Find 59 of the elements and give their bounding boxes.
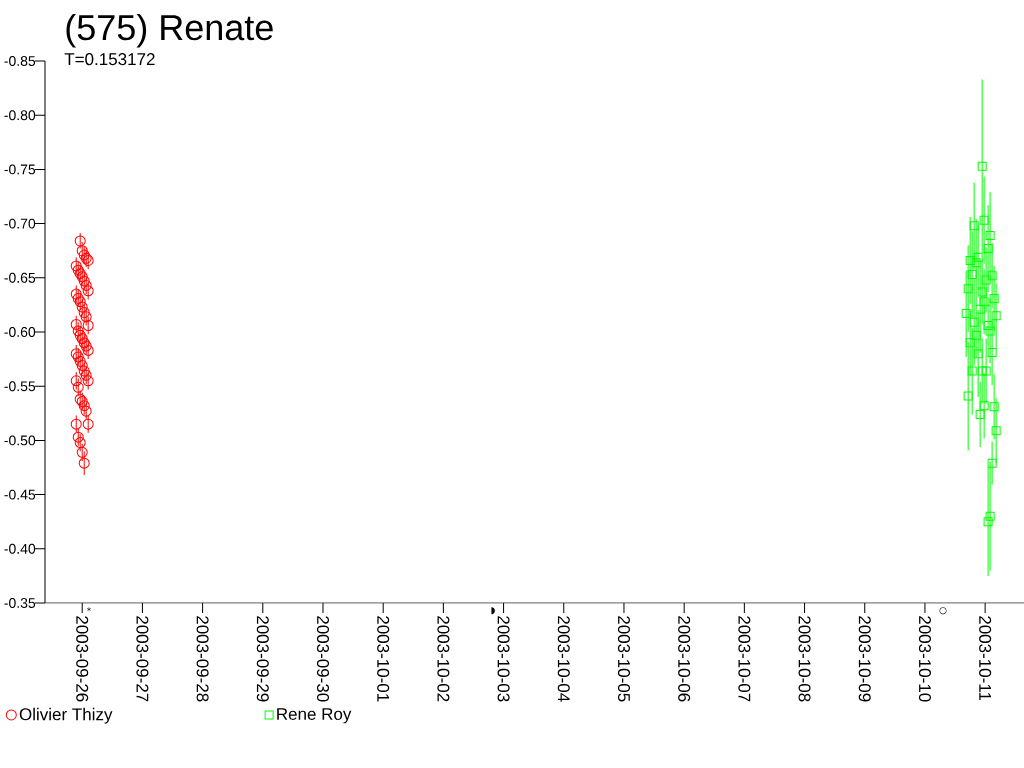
point xyxy=(983,321,993,331)
point xyxy=(961,309,971,319)
point xyxy=(965,255,975,265)
point xyxy=(977,287,987,297)
y-tick-label: -0.55 xyxy=(4,381,36,392)
chart-subtitle: T=0.153172 xyxy=(64,53,155,66)
text: ○ xyxy=(939,607,947,615)
x-tick-label: 2003-10-02 xyxy=(437,616,450,702)
x-tick-label: 2003-10-04 xyxy=(557,616,570,702)
y-tick-label: -0.80 xyxy=(4,110,36,121)
y-tick-label: -0.60 xyxy=(4,327,36,337)
y-tick-label: -0.50 xyxy=(4,435,36,446)
y-tick-label: -0.45 xyxy=(4,489,36,500)
x-tick-label: 2003-10-03 xyxy=(497,616,510,702)
point xyxy=(975,409,985,419)
legend-label: Rene Roy xyxy=(277,708,352,724)
point xyxy=(983,517,993,527)
x-tick-label: 2003-10-11 xyxy=(979,616,992,701)
x-tick-label: 2003-10-09 xyxy=(858,616,871,702)
point xyxy=(979,401,989,411)
y-tick-label: -0.70 xyxy=(4,218,36,229)
point xyxy=(977,161,987,171)
y-tick-label: -0.40 xyxy=(4,543,36,554)
x-tick-label: 2003-10-10 xyxy=(918,616,931,702)
point xyxy=(977,366,987,376)
point xyxy=(985,231,995,241)
point xyxy=(70,418,82,430)
chart-title: (575) Renate xyxy=(66,13,273,48)
point xyxy=(78,457,90,469)
point xyxy=(981,275,991,285)
point xyxy=(987,348,997,358)
point xyxy=(963,391,973,401)
y-tick-label: -0.35 xyxy=(4,598,36,608)
point xyxy=(963,284,973,294)
y-tick-label: -0.75 xyxy=(4,164,36,175)
point xyxy=(971,330,981,340)
point xyxy=(967,270,977,280)
y-tick-label: -0.85 xyxy=(4,56,36,66)
text: ◗ xyxy=(491,607,495,615)
x-tick-label: 2003-09-30 xyxy=(316,616,330,702)
x-tick-label: 2003-09-29 xyxy=(256,616,269,702)
x-tick-label: 2003-09-27 xyxy=(136,616,149,702)
x-tick-label: 2003-10-01 xyxy=(377,616,390,702)
point xyxy=(989,402,999,412)
x-tick-label: 2003-10-05 xyxy=(617,616,630,702)
point xyxy=(82,418,94,430)
point xyxy=(971,258,981,268)
x-tick-label: 2003-10-08 xyxy=(798,616,811,702)
legend-label: Olivier Thizy xyxy=(19,707,113,724)
point xyxy=(965,338,975,348)
y-tick-label: -0.65 xyxy=(4,272,36,283)
point xyxy=(991,426,1001,436)
x-tick-label: 2003-10-06 xyxy=(678,616,691,702)
point xyxy=(82,320,94,331)
text: * xyxy=(87,607,91,612)
x-tick-label: 2003-09-26 xyxy=(76,616,89,702)
x-tick-label: 2003-10-07 xyxy=(738,616,751,702)
point xyxy=(979,297,989,307)
x-tick-label: 2003-09-28 xyxy=(196,616,209,702)
